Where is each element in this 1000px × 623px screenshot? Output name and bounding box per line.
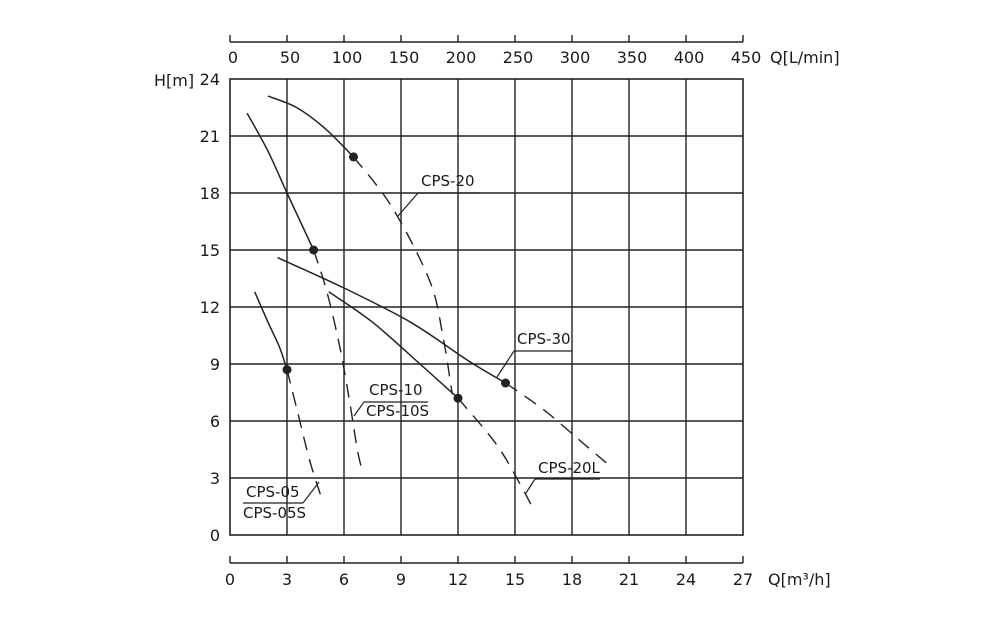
- series-label-cps-10s: CPS-10S: [366, 402, 429, 420]
- x2-tick-label: 150: [389, 48, 420, 67]
- x2-tick-label: 400: [674, 48, 705, 67]
- x2-tick-label: 300: [560, 48, 591, 67]
- series-line-cps-30-dashed: [505, 382, 607, 464]
- x2-axis-label: Q[L/min]: [770, 48, 840, 67]
- series-labels: CPS-05 CPS-05S CPS-10 CPS-10S CPS-20 CPS-20L C…: [243, 172, 601, 522]
- x-tick-label: 27: [733, 570, 753, 589]
- y-axis-label: H[m]: [154, 71, 194, 90]
- x2-tick-label: 250: [503, 48, 534, 67]
- y-tick-label: 12: [200, 298, 220, 317]
- series-label-cps-05s: CPS-05S: [243, 504, 306, 522]
- series-label-cps-20l: CPS-20L: [538, 459, 601, 477]
- series-label-cps-05: CPS-05: [246, 483, 300, 501]
- x-tick-label: 24: [676, 570, 696, 589]
- series-label-cps-20: CPS-20: [421, 172, 475, 190]
- x-tick-label: 9: [396, 570, 406, 589]
- series-point-cps-10: [309, 245, 319, 255]
- x-tick-label: 21: [619, 570, 639, 589]
- series-point-cps-20l: [453, 393, 463, 403]
- series-line-cps-20-solid: [267, 95, 355, 158]
- series-label-leader: [397, 192, 419, 217]
- x-tick-label: 18: [562, 570, 582, 589]
- series-label-leader: [496, 350, 515, 378]
- grid-lines: [230, 79, 743, 535]
- series-point-cps-30: [501, 378, 510, 388]
- series-line-cps-05-dashed: [286, 369, 322, 498]
- series-line-cps-05-solid: [254, 291, 288, 370]
- y-tick-label: 9: [210, 355, 220, 374]
- series-label-cps-10: CPS-10: [369, 381, 423, 399]
- axes: 0 3 6 9 12 15 18 21 24 0 3 6 9 12 15 18 21 24 27 0 50 100 150 2…: [200, 35, 762, 589]
- series-lines: [246, 95, 607, 511]
- x-tick-label: 3: [282, 570, 292, 589]
- y-tick-label: 18: [200, 184, 220, 203]
- series-line-cps-10-dashed: [312, 249, 364, 475]
- y-tick-label: 3: [210, 469, 220, 488]
- x-tick-label: 0: [225, 570, 235, 589]
- x-axis-label: Q[m³/h]: [768, 570, 831, 589]
- plot-frame-group: [229, 78, 744, 536]
- x2-tick-label: 100: [332, 48, 363, 67]
- series-line-cps-10-solid: [246, 112, 315, 251]
- x-tick-label: 6: [339, 570, 349, 589]
- series-line-cps-20l-dashed: [457, 397, 535, 511]
- y-tick-label: 6: [210, 412, 220, 431]
- y-tick-label: 24: [200, 70, 220, 89]
- x2-tick-label: 200: [446, 48, 477, 67]
- x2-tick-label: 0: [228, 48, 238, 67]
- y-tick-label: 0: [210, 526, 220, 545]
- x2-tick-label: 50: [280, 48, 300, 67]
- x2-tick-label: 350: [617, 48, 648, 67]
- x-tick-label: 15: [505, 570, 525, 589]
- series-point-cps-05: [282, 365, 292, 375]
- series-label-leader: [525, 478, 536, 494]
- y-tick-label: 15: [200, 241, 220, 260]
- series-label-cps-30: CPS-30: [517, 330, 571, 348]
- series-label-leader: [353, 401, 365, 417]
- series-line-cps-20-dashed: [352, 156, 453, 395]
- x-tick-label: 12: [448, 570, 468, 589]
- series-line-cps-20l-solid: [328, 291, 459, 399]
- series-point-cps-20: [349, 152, 358, 162]
- series-line-cps-30-solid: [277, 256, 506, 384]
- x2-tick-label: 450: [731, 48, 762, 67]
- series-label-leader: [302, 481, 320, 504]
- y-tick-label: 21: [200, 127, 220, 146]
